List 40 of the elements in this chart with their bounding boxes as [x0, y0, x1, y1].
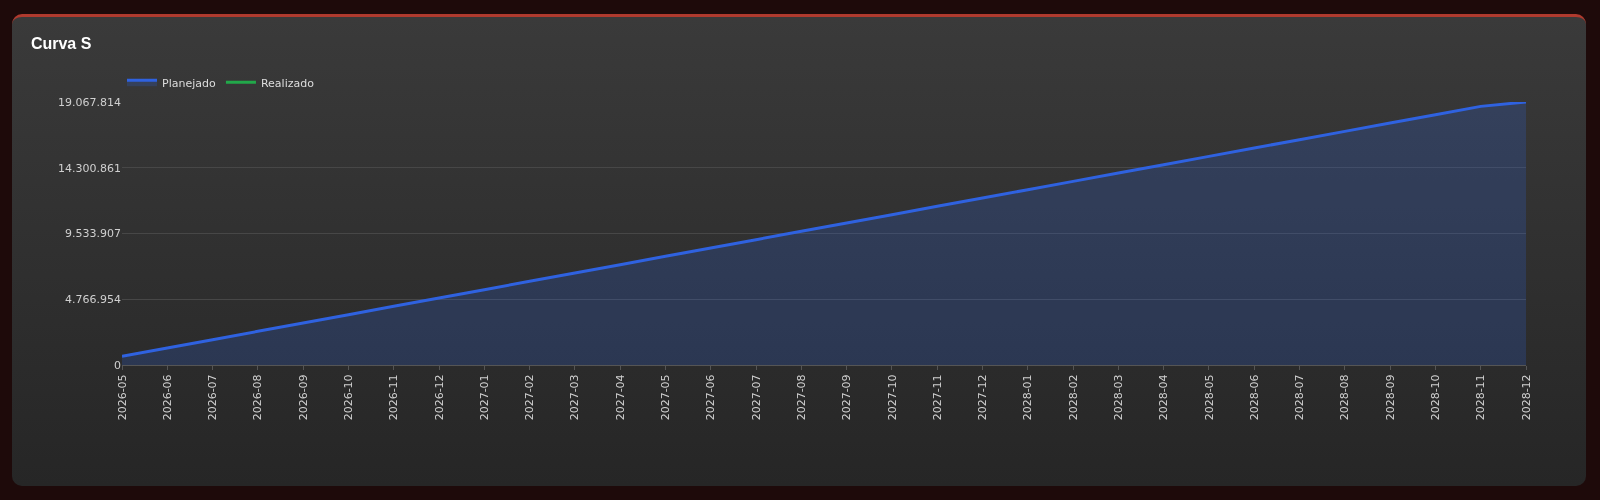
x-tick-label: 2027-07 [749, 374, 763, 421]
x-tick-label: 2028-02 [1066, 374, 1080, 421]
x-tick-label: 2028-05 [1202, 374, 1216, 421]
chart-title: Curva S [30, 35, 92, 53]
x-tick-label: 2028-06 [1247, 374, 1261, 421]
y-tick-label: 19.067.814 [58, 95, 121, 109]
x-tick-label: 2027-09 [840, 374, 854, 421]
x-tick-label: 2026-11 [387, 374, 401, 421]
x-tick-label: 2028-08 [1338, 374, 1352, 421]
y-tick-label: 4.766.954 [65, 293, 121, 307]
x-tick-label: 2028-07 [1293, 374, 1307, 421]
x-tick-label: 2027-02 [523, 374, 537, 421]
x-tick-label: 2028-10 [1428, 374, 1442, 421]
x-tick-label: 2027-10 [885, 374, 899, 421]
x-tick-label: 2028-09 [1383, 374, 1397, 421]
x-tick-label: 2026-05 [115, 374, 129, 421]
y-tick-label: 9.533.907 [65, 227, 121, 241]
legend-label: Planejado [162, 76, 216, 90]
x-tick-label: 2028-03 [1111, 374, 1125, 421]
x-tick-label: 2026-10 [342, 374, 356, 421]
y-tick-label: 0 [114, 358, 121, 372]
x-tick-label: 2026-08 [251, 374, 265, 421]
x-tick-label: 2027-04 [613, 374, 627, 421]
x-tick-label: 2028-11 [1474, 374, 1488, 421]
x-tick-label: 2026-07 [206, 374, 220, 421]
x-tick-label: 2026-12 [432, 374, 446, 421]
x-tick-label: 2027-06 [704, 374, 718, 421]
x-tick-label: 2027-05 [659, 374, 673, 421]
x-tick-label: 2027-11 [930, 374, 944, 421]
x-tick-label: 2028-12 [1519, 374, 1533, 421]
x-tick-label: 2027-08 [794, 374, 808, 421]
legend-label: Realizado [260, 76, 315, 90]
x-tick-label: 2026-09 [296, 374, 310, 421]
x-tick-label: 2028-01 [1021, 374, 1035, 421]
x-tick-label: 2026-06 [160, 374, 174, 421]
x-tick-label: 2028-04 [1157, 374, 1171, 421]
x-tick-label: 2027-12 [976, 374, 990, 421]
x-tick-label: 2027-01 [477, 374, 491, 421]
x-tick-label: 2027-03 [568, 374, 582, 421]
y-tick-label: 14.300.861 [58, 161, 121, 175]
